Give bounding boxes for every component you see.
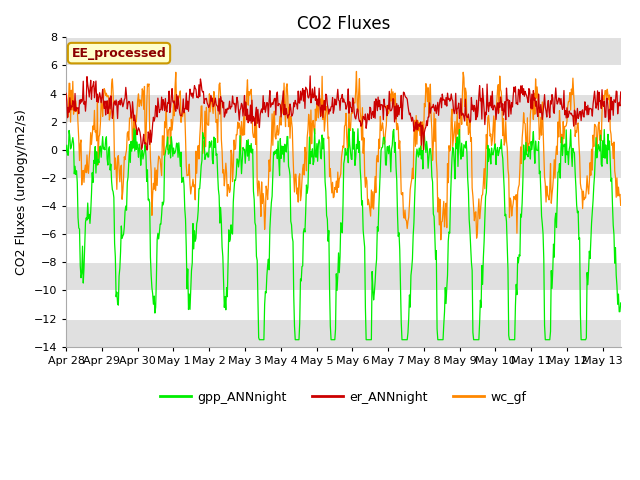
er_ANNnight	[475, 93, 483, 98]
gpp_ANNnight	[255, 337, 263, 343]
wc_gf	[475, 196, 483, 202]
wc_gf	[353, 69, 360, 74]
er_ANNnight	[617, 89, 625, 95]
Bar	[66, 290, 621, 319]
gpp_ANNnight	[65, 153, 72, 158]
wc_gf	[62, 131, 70, 136]
wc_gf	[320, 97, 328, 103]
gpp_ANNnight	[141, 147, 148, 153]
Text: EE_processed: EE_processed	[72, 47, 166, 60]
gpp_ANNnight	[617, 300, 625, 306]
er_ANNnight	[65, 105, 72, 110]
Bar	[66, 319, 621, 347]
er_ANNnight	[143, 147, 150, 153]
gpp_ANNnight	[62, 149, 70, 155]
Bar	[66, 263, 621, 290]
Title: CO2 Fluxes: CO2 Fluxes	[297, 15, 390, 33]
wc_gf	[299, 166, 307, 171]
wc_gf	[461, 85, 469, 91]
Bar	[66, 150, 621, 178]
wc_gf	[437, 237, 445, 243]
wc_gf	[65, 114, 72, 120]
Y-axis label: CO2 Fluxes (urology/m2/s): CO2 Fluxes (urology/m2/s)	[15, 109, 28, 275]
gpp_ANNnight	[130, 126, 138, 132]
wc_gf	[140, 107, 148, 112]
Bar	[66, 37, 621, 65]
Bar	[66, 234, 621, 263]
Bar	[66, 94, 621, 122]
Legend: gpp_ANNnight, er_ANNnight, wc_gf: gpp_ANNnight, er_ANNnight, wc_gf	[155, 385, 532, 408]
Line: gpp_ANNnight: gpp_ANNnight	[66, 129, 621, 340]
Bar	[66, 178, 621, 206]
er_ANNnight	[321, 108, 329, 113]
gpp_ANNnight	[300, 226, 308, 231]
er_ANNnight	[461, 96, 469, 102]
er_ANNnight	[307, 73, 314, 79]
er_ANNnight	[62, 90, 70, 96]
wc_gf	[617, 203, 625, 208]
Bar	[66, 206, 621, 234]
Bar	[66, 122, 621, 150]
Bar	[66, 65, 621, 94]
er_ANNnight	[140, 132, 148, 137]
gpp_ANNnight	[461, 145, 469, 151]
gpp_ANNnight	[321, 179, 329, 185]
Line: er_ANNnight: er_ANNnight	[66, 76, 621, 150]
er_ANNnight	[300, 98, 307, 104]
Line: wc_gf: wc_gf	[66, 72, 621, 240]
gpp_ANNnight	[475, 337, 483, 343]
